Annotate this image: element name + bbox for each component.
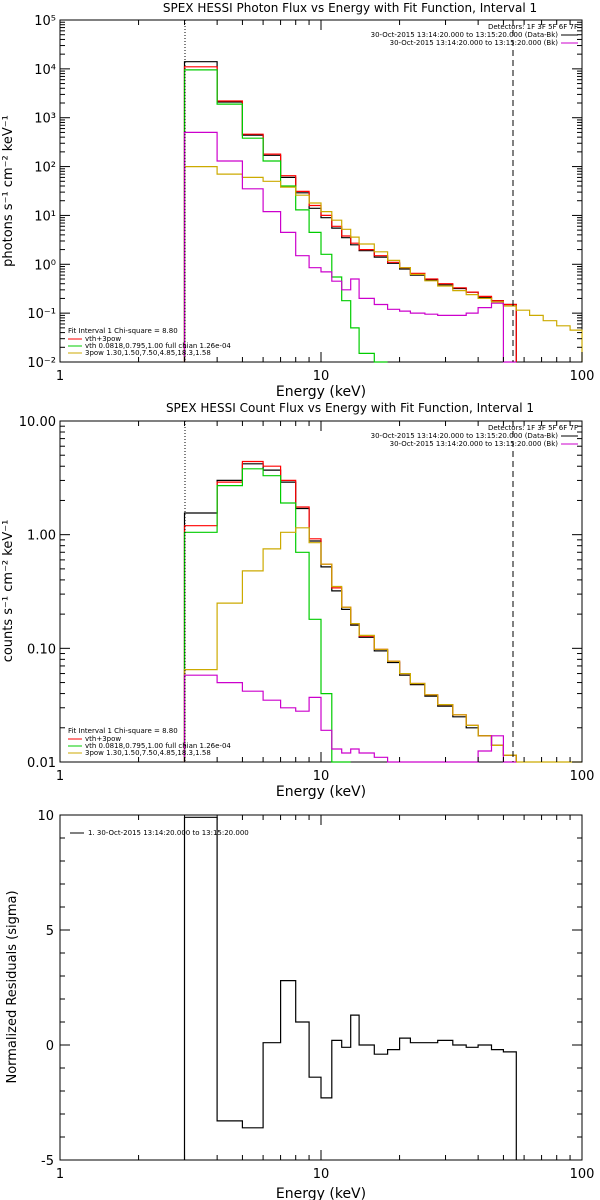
series-bk — [183, 131, 517, 363]
residuals-legend: 1. 30-Oct-2015 13:14:20.000 to 13:15:20.… — [70, 829, 249, 837]
count-flux-y-axis-label: counts s⁻¹ cm⁻² keV⁻¹ — [1, 520, 16, 663]
legend-bk: 30-Oct-2015 13:14:20.000 to 13:15:20.000… — [390, 39, 559, 47]
photon-flux-x-axis-label: Energy (keV) — [276, 384, 366, 400]
count-flux-title: SPEX HESSI Count Flux vs Energy with Fit… — [166, 401, 534, 415]
legend-3pow: 3pow 1.30,1.50,7.50,4.85,18.3,1.58 — [85, 349, 211, 357]
residuals-y-axis-label: Normalized Residuals (sigma) — [5, 890, 20, 1083]
y-tick-label: -5 — [41, 1154, 54, 1169]
x-tick-label: 10 — [313, 1167, 330, 1182]
series-data-bk — [183, 463, 517, 762]
y-tick-label: 5 — [46, 924, 54, 939]
x-tick-label: 100 — [570, 769, 595, 784]
y-tick-label: 0.01 — [27, 756, 56, 771]
y-tick-label: 10 — [37, 809, 54, 824]
series-3pow — [183, 166, 583, 362]
y-tick-label: 0 — [46, 1039, 54, 1054]
legend-data-minus-bk: 30-Oct-2015 13:14:20.000 to 13:15:20.000… — [371, 432, 559, 440]
x-tick-label: 10 — [313, 369, 330, 384]
series-vth — [183, 468, 351, 763]
legend-fit-interval: Fit Interval 1 Chi-square = 8.80 — [68, 327, 178, 335]
series-residuals — [183, 816, 517, 1160]
y-tick-label: 10.00 — [19, 415, 56, 430]
y-tick-label: 1.00 — [27, 529, 56, 544]
x-tick-label: 1 — [56, 1167, 64, 1182]
y-tick-label: 10⁻² — [27, 356, 56, 371]
x-tick-label: 100 — [570, 1167, 595, 1182]
y-tick-label: 10⁰ — [34, 258, 56, 273]
x-tick-label: 10 — [313, 769, 330, 784]
legend-3pow: 3pow 1.30,1.50,7.50,4.85,18.3,1.58 — [85, 749, 211, 757]
y-tick-label: 10⁻¹ — [27, 307, 56, 322]
residuals-panel: 1. 30-Oct-2015 13:14:20.000 to 13:15:20.… — [5, 809, 594, 1200]
series-bk — [183, 674, 517, 763]
legend-vth: vth 0.0818,0.795,1.00 full chian 1.26e-0… — [85, 742, 231, 750]
legend-vth3pow: vth+3pow — [85, 735, 121, 743]
photon-flux-y-axis-label: photons s⁻¹ cm⁻² keV⁻¹ — [1, 115, 16, 267]
photon-flux-legend-bottom-left: Fit Interval 1 Chi-square = 8.80 vth+3po… — [68, 327, 231, 357]
photon-flux-title: SPEX HESSI Photon Flux vs Energy with Fi… — [163, 1, 537, 15]
y-tick-label: 0.10 — [27, 642, 56, 657]
count-flux-legend-bottom-left: Fit Interval 1 Chi-square = 8.80 vth+3po… — [68, 727, 231, 757]
photon-flux-panel: SPEX HESSI Photon Flux vs Energy with Fi… — [1, 1, 594, 400]
legend-bk: 30-Oct-2015 13:14:20.000 to 13:15:20.000… — [390, 440, 559, 448]
residuals-x-axis-label: Energy (keV) — [276, 1186, 366, 1200]
y-tick-label: 10⁴ — [34, 63, 56, 78]
residuals-plot-frame — [59, 814, 583, 1161]
residuals-legend-text: 1. 30-Oct-2015 13:14:20.000 to 13:15:20.… — [88, 829, 249, 837]
count-flux-x-axis-label: Energy (keV) — [276, 784, 366, 800]
y-tick-label: 10⁵ — [34, 14, 56, 29]
legend-detectors: Detectors: 1F 3F 5F 6F 7F — [488, 424, 578, 432]
legend-vth: vth 0.0818,0.795,1.00 full chian 1.26e-0… — [85, 342, 231, 350]
legend-vth3pow: vth+3pow — [85, 335, 121, 343]
series-vth — [183, 69, 388, 363]
series-3pow — [183, 527, 582, 763]
legend-data-minus-bk: 30-Oct-2015 13:14:20.000 to 13:15:20.000… — [371, 31, 559, 39]
y-tick-label: 10¹ — [34, 209, 56, 224]
count-flux-legend-top-right: Detectors: 1F 3F 5F 6F 7F 30-Oct-2015 13… — [371, 424, 578, 448]
y-tick-label: 10² — [34, 161, 56, 176]
x-tick-label: 1 — [56, 769, 64, 784]
y-tick-label: 10³ — [34, 112, 56, 127]
legend-detectors: Detectors: 1F 3F 5F 6F 7F — [488, 23, 578, 31]
legend-fit-interval: Fit Interval 1 Chi-square = 8.80 — [68, 727, 178, 735]
x-tick-label: 100 — [570, 369, 595, 384]
series-vth-3pow — [183, 66, 517, 362]
x-tick-label: 1 — [56, 369, 64, 384]
count-flux-panel: SPEX HESSI Count Flux vs Energy with Fit… — [1, 401, 594, 800]
photon-flux-legend-top-right: Detectors: 1F 3F 5F 6F 7F 30-Oct-2015 13… — [371, 23, 578, 47]
